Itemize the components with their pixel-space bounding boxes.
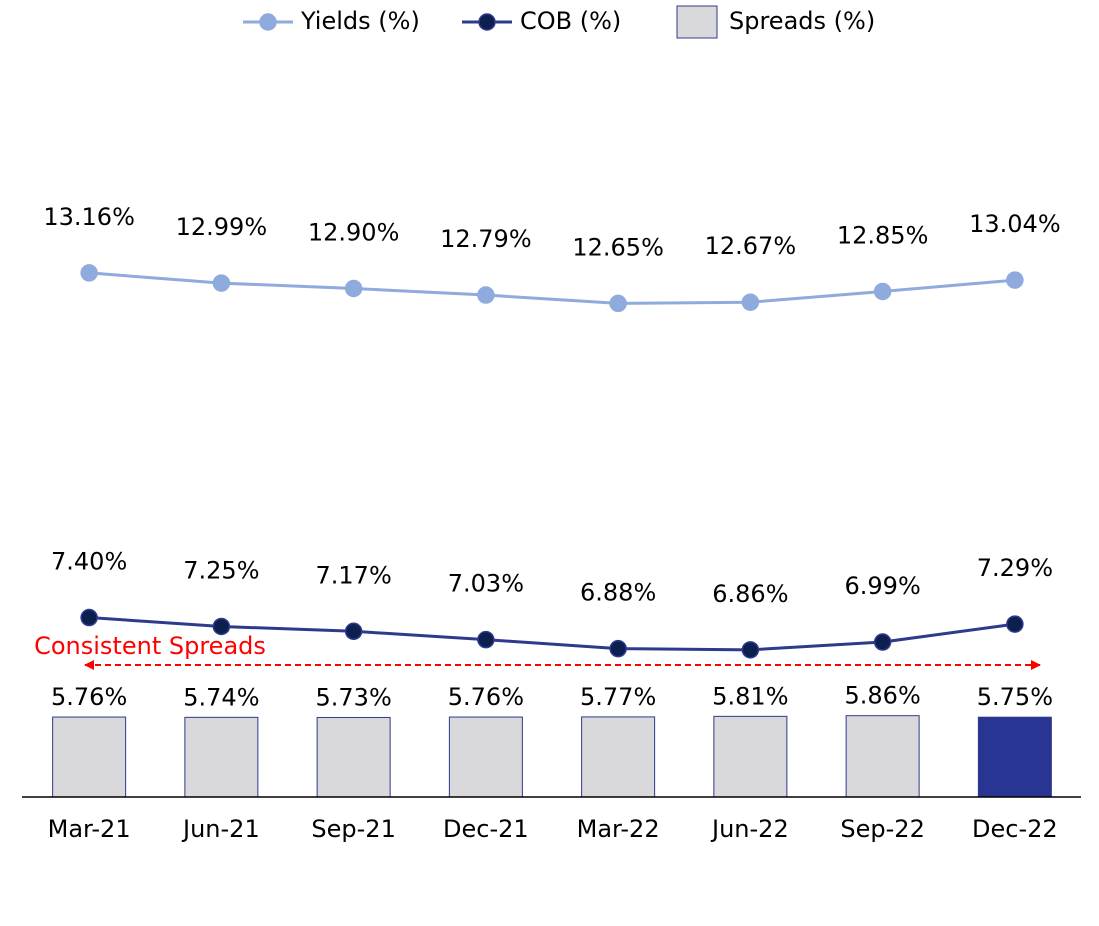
line-value-label: 7.17%: [316, 561, 392, 589]
line-marker: [609, 639, 627, 658]
bar-value-label: 5.86%: [845, 682, 921, 710]
line-marker: [609, 294, 627, 313]
line-value-label: 13.04%: [969, 210, 1061, 238]
line-value-label: 12.79%: [440, 225, 532, 253]
line-value-label: 12.65%: [572, 233, 664, 261]
bar: [845, 715, 920, 798]
line-value-label: 6.99%: [845, 572, 921, 600]
line-value-label: 7.40%: [51, 548, 127, 576]
bar-value-label: 5.76%: [51, 683, 127, 711]
line-marker: [1006, 615, 1024, 633]
line-marker: [873, 633, 892, 651]
bar-value-label: 5.77%: [580, 683, 656, 711]
line-value-label: 7.03%: [448, 570, 524, 598]
line-marker: [344, 622, 363, 641]
x-tick-label: Sep-22: [840, 815, 924, 843]
bar: [448, 716, 523, 798]
x-tick-label: Dec-21: [443, 815, 529, 843]
line-marker: [212, 274, 231, 292]
bar: [713, 715, 788, 798]
legend-label: COB (%): [520, 7, 621, 35]
line-value-label: 6.86%: [712, 580, 788, 608]
x-tick-label: Jun-22: [710, 815, 789, 843]
line-value-label: 12.67%: [705, 232, 797, 260]
line-value-label: 7.25%: [183, 556, 259, 584]
legend-label: Spreads (%): [729, 7, 875, 35]
bar-value-label: 5.75%: [977, 683, 1053, 711]
line-value-label: 6.88%: [580, 579, 656, 607]
bar: [316, 716, 391, 798]
line-marker: [80, 264, 98, 282]
line-marker: [80, 608, 98, 627]
line-value-label: 13.16%: [43, 203, 135, 231]
line-value-label: 7.29%: [977, 554, 1053, 582]
legend-label: Yields (%): [300, 7, 420, 35]
line-marker: [741, 641, 760, 659]
x-tick-label: Dec-22: [972, 815, 1058, 843]
line-marker: [477, 286, 495, 304]
x-tick-label: Sep-21: [311, 815, 395, 843]
line: [89, 271, 1016, 305]
x-tick-label: Jun-21: [181, 815, 260, 843]
bar-value-label: 5.73%: [316, 683, 392, 711]
line-marker: [873, 282, 892, 301]
line-marker: [741, 293, 760, 311]
annotation-text: Consistent Spreads: [34, 632, 266, 660]
line-marker: [344, 279, 363, 298]
bar-value-label: 5.74%: [183, 683, 259, 711]
bar: [52, 716, 127, 798]
legend-marker: [259, 13, 277, 31]
line-marker: [477, 630, 495, 649]
bar: [184, 716, 259, 798]
line-value-label: 12.99%: [176, 213, 268, 241]
legend-marker: [478, 13, 496, 31]
bar-value-label: 5.76%: [448, 683, 524, 711]
line-value-label: 12.90%: [308, 218, 400, 246]
x-tick-label: Mar-21: [48, 815, 131, 843]
bar: [977, 716, 1052, 798]
line: [89, 616, 1016, 652]
bar: [581, 716, 656, 798]
legend-swatch: [676, 5, 718, 39]
x-tick-label: Mar-22: [577, 815, 660, 843]
line-marker: [1006, 271, 1024, 289]
line-value-label: 12.85%: [837, 221, 929, 249]
bar-value-label: 5.81%: [712, 682, 788, 710]
line-marker: [212, 617, 231, 636]
